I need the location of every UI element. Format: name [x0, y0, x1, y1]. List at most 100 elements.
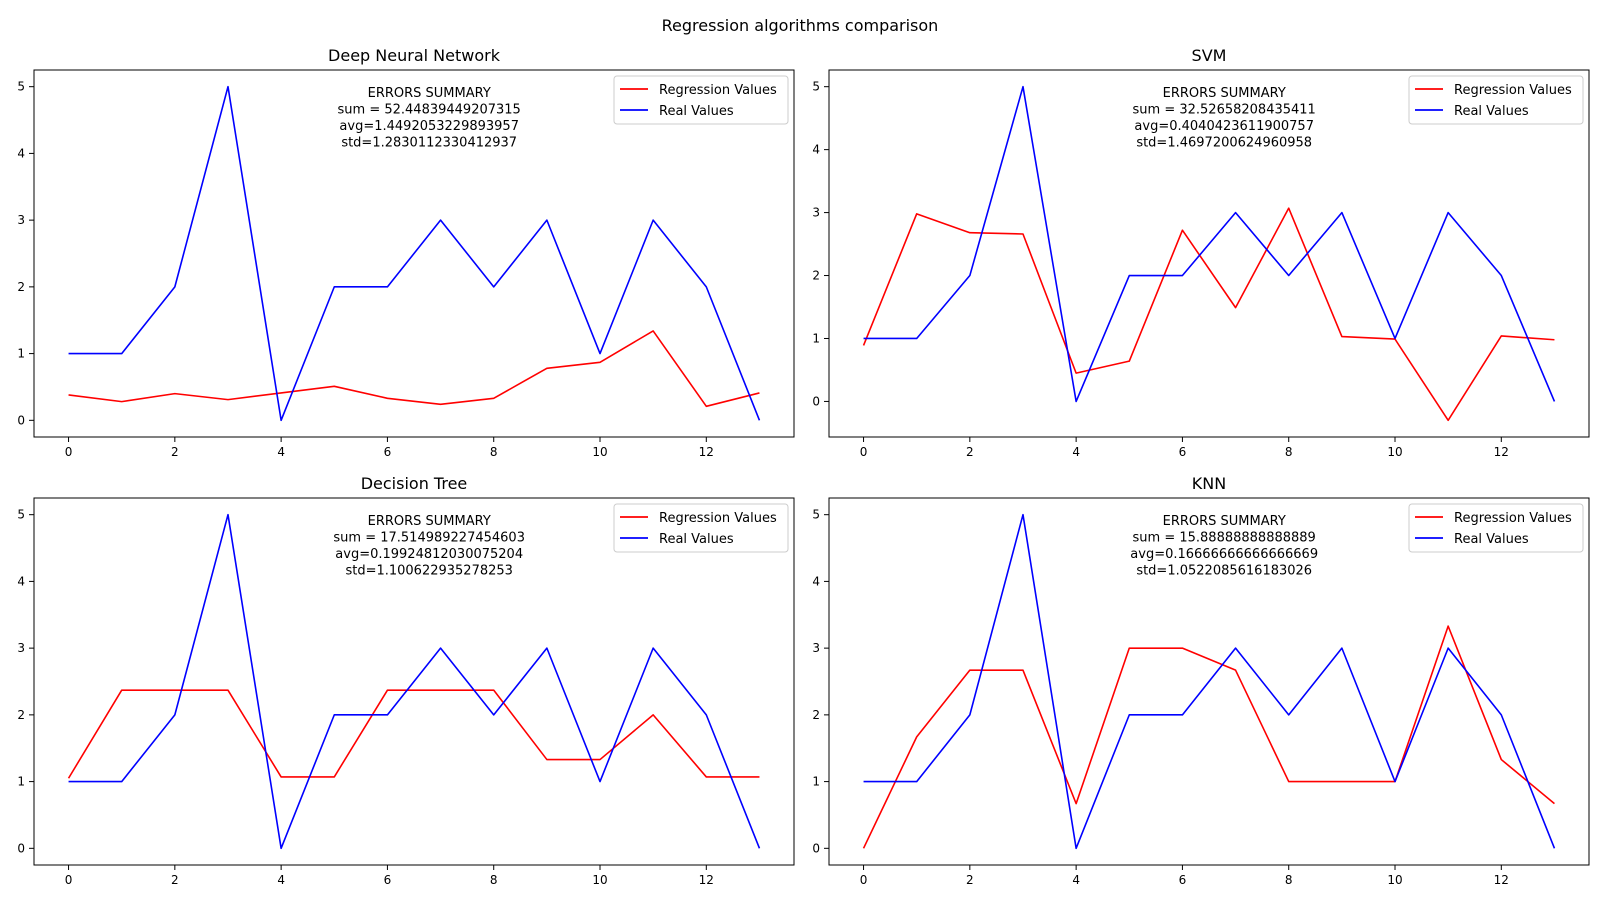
legend-box	[613, 75, 789, 125]
x-tick-label: 12	[1494, 445, 1509, 459]
errors-summary-line: sum = 52.44839449207315	[338, 103, 521, 118]
errors-summary-line: sum = 17.514989227454603	[333, 531, 525, 546]
y-tick-label: 5	[17, 508, 25, 522]
x-tick-label: 10	[592, 445, 607, 459]
y-tick-label: 2	[812, 708, 820, 722]
errors-summary-line: avg=0.4040423611900757	[1134, 119, 1314, 134]
legend: Regression Values Real Values	[1408, 503, 1584, 553]
x-tick-label: 10	[592, 873, 607, 887]
x-tick-label: 0	[65, 873, 73, 887]
x-tick-label: 4	[1072, 445, 1080, 459]
legend: Regression Values Real Values	[613, 75, 789, 125]
x-tick-label: 12	[699, 445, 714, 459]
x-tick-label: 8	[490, 445, 498, 459]
x-tick-label: 4	[1072, 873, 1080, 887]
y-tick-label: 2	[812, 269, 820, 283]
panel-title: KNN	[1192, 474, 1226, 493]
x-tick-label: 2	[966, 445, 974, 459]
errors-summary-line: std=1.100622935278253	[345, 564, 512, 579]
y-tick-label: 0	[812, 394, 820, 408]
x-tick-label: 2	[171, 445, 179, 459]
legend-box	[613, 503, 789, 553]
errors-summary-line: ERRORS SUMMARY	[1163, 86, 1286, 101]
regression-values-line	[862, 207, 1555, 422]
y-tick-label: 0	[812, 841, 820, 855]
regression-values-line	[68, 330, 760, 408]
y-tick-label: 4	[17, 146, 25, 160]
x-tick-label: 8	[1285, 873, 1293, 887]
x-tick-label: 10	[1387, 873, 1402, 887]
errors-summary-line: sum = 15.88888888888889	[1133, 531, 1316, 546]
errors-summary-line: std=1.4697200624960958	[1136, 136, 1312, 151]
axes-frame	[33, 69, 795, 438]
errors-summary-line: sum = 32.52658208435411	[1133, 103, 1316, 118]
legend-box	[1408, 503, 1584, 553]
x-tick-label: 6	[384, 873, 392, 887]
legend-label: Regression Values	[1454, 83, 1572, 98]
real-values-line	[863, 85, 1556, 403]
y-tick-label: 3	[812, 641, 820, 655]
y-tick-label: 1	[17, 775, 25, 789]
y-tick-label: 5	[17, 80, 25, 94]
x-tick-label: 8	[490, 873, 498, 887]
y-tick-label: 3	[812, 206, 820, 220]
x-tick-label: 2	[171, 873, 179, 887]
real-values-line	[863, 513, 1556, 850]
y-tick-label: 4	[17, 574, 25, 588]
x-tick-label: 6	[1179, 873, 1187, 887]
y-tick-label: 3	[17, 213, 25, 227]
legend-box	[1408, 75, 1584, 125]
x-tick-label: 2	[966, 873, 974, 887]
y-tick-label: 1	[812, 331, 820, 345]
x-tick-label: 6	[1179, 445, 1187, 459]
regression-values-line	[862, 625, 1555, 849]
legend-label: Real Values	[1454, 104, 1529, 119]
y-tick-label: 0	[17, 413, 25, 427]
y-tick-label: 2	[17, 708, 25, 722]
figure-suptitle: Regression algorithms comparison	[662, 16, 939, 35]
legend-label: Real Values	[659, 104, 734, 119]
y-tick-label: 5	[812, 508, 820, 522]
x-tick-label: 10	[1387, 445, 1402, 459]
errors-summary-line: avg=0.16666666666666669	[1130, 547, 1318, 562]
legend: Regression Values Real Values	[613, 503, 789, 553]
panel-title: Deep Neural Network	[328, 46, 501, 65]
x-tick-label: 4	[277, 445, 285, 459]
y-tick-label: 4	[812, 574, 820, 588]
legend-label: Real Values	[1454, 532, 1529, 547]
axes-frame	[33, 497, 795, 866]
regression-values-line	[67, 689, 760, 779]
x-tick-label: 12	[1494, 873, 1509, 887]
legend-label: Regression Values	[659, 83, 777, 98]
x-tick-label: 0	[860, 873, 868, 887]
real-values-line	[68, 85, 761, 422]
errors-summary-line: std=1.0522085616183026	[1136, 564, 1312, 579]
errors-summary-line: ERRORS SUMMARY	[368, 514, 491, 529]
legend-label: Regression Values	[1454, 511, 1572, 526]
legend: Regression Values Real Values	[1408, 75, 1584, 125]
errors-summary-line: avg=0.19924812030075204	[335, 547, 523, 562]
y-tick-label: 1	[812, 775, 820, 789]
errors-summary-line: std=1.2830112330412937	[341, 136, 517, 151]
y-tick-label: 4	[812, 143, 820, 157]
axes-frame	[828, 69, 1590, 438]
panel-title: Decision Tree	[361, 474, 468, 493]
y-tick-label: 1	[17, 347, 25, 361]
axes-frame	[828, 497, 1590, 866]
real-values-line	[68, 513, 761, 850]
x-tick-label: 12	[699, 873, 714, 887]
x-tick-label: 8	[1285, 445, 1293, 459]
x-tick-label: 4	[277, 873, 285, 887]
errors-summary-line: ERRORS SUMMARY	[1163, 514, 1286, 529]
y-tick-label: 3	[17, 641, 25, 655]
x-tick-label: 6	[384, 445, 392, 459]
errors-summary-line: ERRORS SUMMARY	[368, 86, 491, 101]
y-tick-label: 0	[17, 841, 25, 855]
errors-summary-line: avg=1.4492053229893957	[339, 119, 519, 134]
y-tick-label: 5	[812, 80, 820, 94]
